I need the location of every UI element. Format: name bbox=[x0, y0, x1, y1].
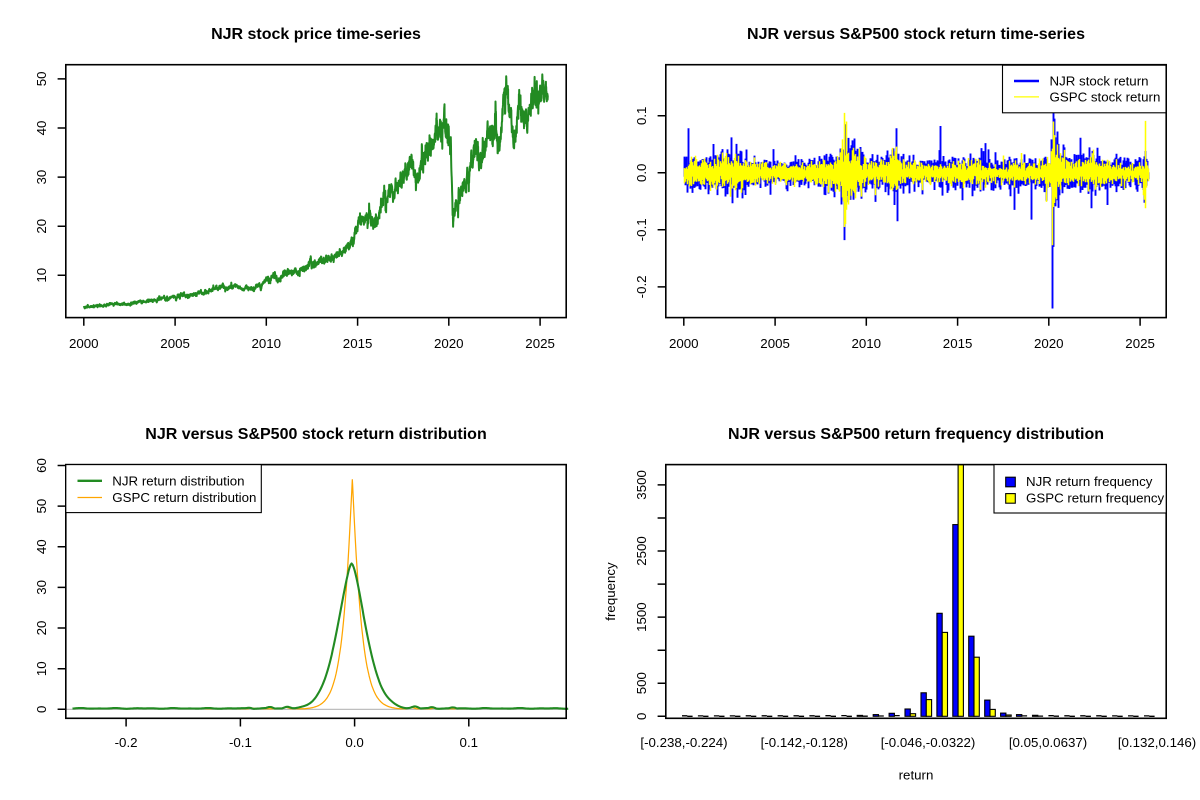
svg-text:2025: 2025 bbox=[1125, 336, 1155, 351]
svg-text:[-0.238,-0.224): [-0.238,-0.224) bbox=[640, 735, 727, 750]
svg-text:NJR versus S&P500 stock return: NJR versus S&P500 stock return time-seri… bbox=[747, 26, 1085, 43]
svg-text:NJR stock price time-series: NJR stock price time-series bbox=[211, 26, 421, 43]
svg-text:20: 20 bbox=[34, 621, 49, 636]
svg-text:frequency: frequency bbox=[603, 562, 618, 621]
svg-text:2005: 2005 bbox=[760, 336, 790, 351]
svg-text:30: 30 bbox=[34, 170, 49, 185]
svg-text:1500: 1500 bbox=[634, 602, 649, 632]
svg-text:0: 0 bbox=[34, 706, 49, 713]
svg-text:0.1: 0.1 bbox=[634, 107, 649, 126]
svg-text:2020: 2020 bbox=[1034, 336, 1064, 351]
svg-text:GSPC return distribution: GSPC return distribution bbox=[112, 490, 256, 505]
svg-text:0: 0 bbox=[634, 713, 649, 720]
svg-text:GSPC stock return: GSPC stock return bbox=[1050, 90, 1161, 105]
svg-text:[-0.142,-0.128): [-0.142,-0.128) bbox=[761, 735, 848, 750]
svg-text:40: 40 bbox=[34, 539, 49, 554]
svg-text:NJR return distribution: NJR return distribution bbox=[112, 473, 244, 488]
svg-text:30: 30 bbox=[34, 580, 49, 595]
svg-text:2005: 2005 bbox=[160, 336, 190, 351]
svg-text:10: 10 bbox=[34, 268, 49, 283]
svg-text:2015: 2015 bbox=[343, 336, 373, 351]
svg-text:2010: 2010 bbox=[852, 336, 882, 351]
svg-text:50: 50 bbox=[34, 499, 49, 514]
svg-text:2010: 2010 bbox=[252, 336, 282, 351]
svg-text:3500: 3500 bbox=[634, 470, 649, 500]
svg-text:-0.2: -0.2 bbox=[634, 275, 649, 298]
svg-text:20: 20 bbox=[34, 219, 49, 234]
svg-text:GSPC return frequency: GSPC return frequency bbox=[1026, 490, 1165, 505]
svg-text:NJR return frequency: NJR return frequency bbox=[1026, 474, 1153, 489]
svg-text:2020: 2020 bbox=[434, 336, 464, 351]
svg-text:2000: 2000 bbox=[669, 336, 699, 351]
svg-text:50: 50 bbox=[34, 72, 49, 87]
svg-text:[0.05,0.0637): [0.05,0.0637) bbox=[1009, 735, 1087, 750]
svg-text:NJR versus S&P500 stock return: NJR versus S&P500 stock return distribut… bbox=[145, 426, 486, 443]
svg-text:0.0: 0.0 bbox=[345, 735, 364, 750]
svg-text:[0.132,0.146): [0.132,0.146) bbox=[1118, 735, 1196, 750]
svg-text:2015: 2015 bbox=[943, 336, 973, 351]
svg-text:0.1: 0.1 bbox=[460, 735, 479, 750]
svg-text:40: 40 bbox=[34, 121, 49, 136]
svg-text:return: return bbox=[899, 768, 934, 783]
svg-text:[-0.046,-0.0322): [-0.046,-0.0322) bbox=[881, 735, 976, 750]
svg-text:-0.1: -0.1 bbox=[229, 735, 252, 750]
svg-text:-0.2: -0.2 bbox=[115, 735, 138, 750]
svg-text:NJR stock return: NJR stock return bbox=[1050, 74, 1149, 89]
svg-text:-0.1: -0.1 bbox=[634, 218, 649, 241]
svg-text:NJR versus S&P500 return frequ: NJR versus S&P500 return frequency distr… bbox=[728, 426, 1104, 443]
svg-text:60: 60 bbox=[34, 458, 49, 473]
svg-text:2000: 2000 bbox=[69, 336, 99, 351]
svg-text:10: 10 bbox=[34, 661, 49, 676]
svg-text:2025: 2025 bbox=[525, 336, 555, 351]
svg-text:2500: 2500 bbox=[634, 536, 649, 566]
svg-text:500: 500 bbox=[634, 672, 649, 694]
svg-text:0.0: 0.0 bbox=[634, 164, 649, 183]
